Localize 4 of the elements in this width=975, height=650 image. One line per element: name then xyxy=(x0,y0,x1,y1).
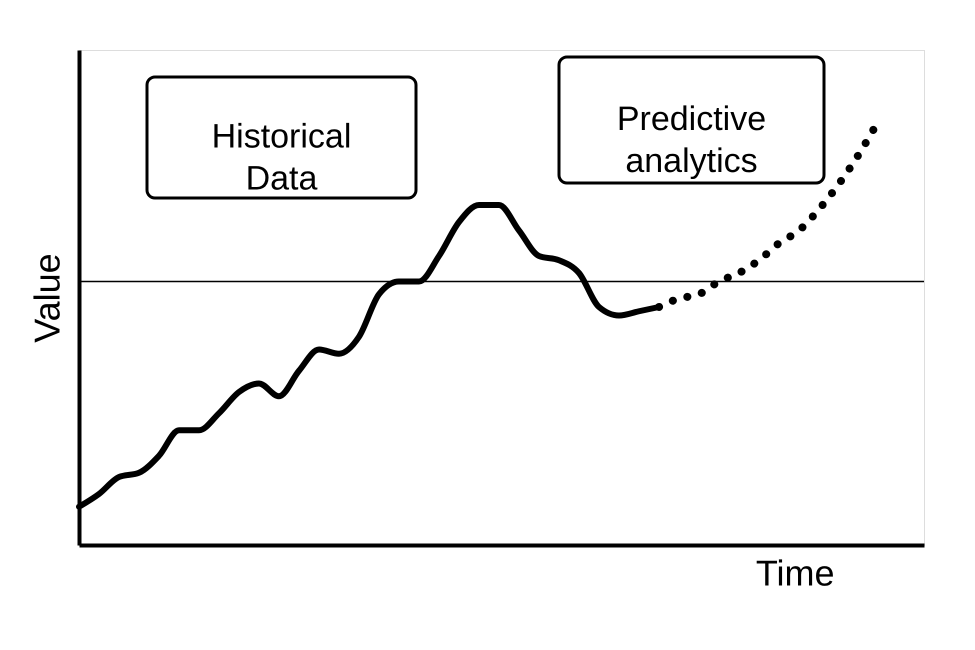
x-axis-title: Time xyxy=(756,552,834,594)
annotation: Predictive analytics xyxy=(616,100,766,180)
annotation: Historical Data xyxy=(212,118,352,198)
y-axis-title: Value xyxy=(26,253,68,343)
